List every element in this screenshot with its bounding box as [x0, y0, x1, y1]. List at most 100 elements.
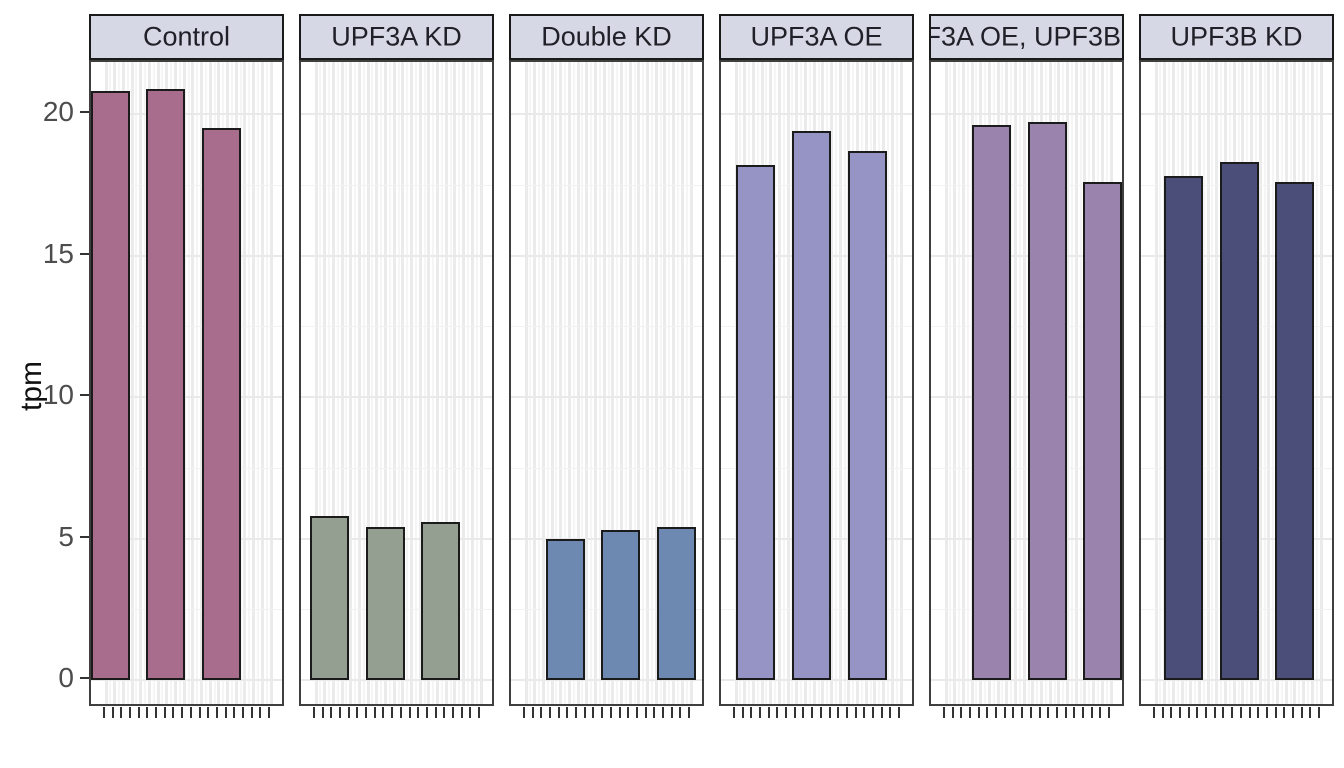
gridline-vertical [383, 62, 387, 704]
x-axis-tick [845, 707, 848, 718]
x-axis-tick [425, 707, 428, 718]
x-axis-tick [103, 707, 105, 718]
x-axis-tick [417, 707, 420, 718]
x-axis-tick [592, 707, 595, 718]
facet-strip: Control [89, 14, 284, 60]
x-axis-tick [1055, 707, 1058, 718]
x-axis-tick [1047, 707, 1050, 718]
gridline-vertical [392, 62, 396, 704]
gridline-vertical-minor [564, 62, 567, 704]
gridline-horizontal-minor [301, 326, 492, 328]
gridline-horizontal [931, 537, 1122, 540]
gridline-vertical [260, 62, 264, 704]
gridline-vertical-minor [388, 62, 391, 704]
gridline-horizontal [91, 679, 282, 681]
gridline-horizontal [511, 396, 702, 398]
gridline-horizontal [511, 113, 702, 115]
x-axis-tick [373, 707, 376, 718]
gridline-vertical [593, 62, 597, 704]
x-axis-tick [1170, 707, 1173, 718]
gridline-vertical [899, 62, 903, 704]
x-axis-tick [969, 707, 972, 718]
gridline-vertical [830, 62, 834, 704]
x-axis-tick [321, 707, 324, 718]
x-axis-tick [653, 707, 656, 718]
facet-panel [1139, 60, 1334, 706]
gridline-vertical [200, 62, 204, 704]
x-axis-tick [365, 707, 368, 718]
gridline-vertical [444, 62, 448, 704]
x-axis-tick [408, 707, 411, 718]
gridline-vertical-minor [1263, 62, 1266, 704]
x-axis-tick [793, 707, 796, 718]
x-axis-tick [863, 707, 866, 718]
gridline-vertical-minor [265, 62, 268, 704]
x-axis-tick [1231, 707, 1234, 718]
x-axis-tick [1318, 707, 1320, 718]
y-axis-tick [80, 535, 89, 538]
x-axis-tick [120, 707, 123, 718]
facet-strip-label: UPF3B KD [1170, 21, 1303, 52]
gridline-vertical-minor [144, 62, 147, 704]
gridline-vertical [191, 62, 195, 704]
gridline-horizontal-minor [931, 467, 1122, 469]
facet-panel [719, 60, 914, 706]
gridline-horizontal [511, 679, 702, 681]
gridline-vertical-minor [440, 62, 443, 704]
gridline-vertical-minor [581, 62, 584, 704]
gridline-vertical-minor [1202, 62, 1205, 704]
gridline-vertical [139, 62, 143, 704]
gridline-vertical [1267, 62, 1271, 704]
facet-panel [929, 60, 1124, 706]
gridline-vertical [340, 62, 344, 704]
gridline-vertical [944, 62, 948, 704]
x-axis-tick [679, 707, 682, 718]
x-axis-tick [224, 707, 227, 718]
y-axis-tick [80, 111, 89, 113]
x-axis-tick [1309, 707, 1312, 718]
x-axis-tick [478, 707, 480, 718]
x-axis-tick [1222, 707, 1225, 718]
gridline-vertical-minor [624, 62, 627, 704]
gridline-vertical [1066, 62, 1070, 704]
bar [1164, 176, 1203, 680]
x-axis-tick [1038, 707, 1041, 718]
x-axis-tick [356, 707, 359, 718]
gridline-vertical-minor [345, 62, 348, 704]
x-axis-tick [1291, 707, 1294, 718]
x-axis-tick [644, 707, 647, 718]
gridline-vertical-minor [782, 62, 785, 704]
x-axis-tick [1187, 707, 1190, 718]
gridline-vertical-minor [966, 62, 969, 704]
gridline-vertical [838, 62, 842, 704]
gridline-vertical-minor [1272, 62, 1275, 704]
x-axis-tick [181, 707, 184, 718]
gridline-vertical [479, 62, 483, 704]
gridline-vertical-minor [1159, 62, 1162, 704]
gridline-horizontal [91, 254, 282, 257]
x-axis-tick [1021, 707, 1024, 718]
x-axis-tick [1257, 707, 1260, 718]
y-axis-tick-label: 5 [58, 520, 74, 552]
gridline-horizontal [91, 537, 282, 540]
x-axis-tick [819, 707, 822, 718]
x-axis-tick [785, 707, 788, 718]
facet-strip-label: Double KD [541, 21, 672, 52]
x-axis-tick [241, 707, 244, 718]
gridline-vertical-minor [958, 62, 961, 704]
gridline-vertical-minor [458, 62, 461, 704]
gridline-vertical-minor [397, 62, 400, 704]
bar [657, 527, 696, 680]
gridline-vertical [541, 62, 545, 704]
x-axis-tick [399, 707, 402, 718]
x-axis-tick [557, 707, 560, 718]
x-axis-tick [627, 707, 630, 718]
gridline-vertical-minor [538, 62, 541, 704]
x-axis-tick [163, 707, 166, 718]
y-axis-tick-label: 20 [42, 96, 74, 127]
gridline-vertical-minor [529, 62, 532, 704]
x-axis-tick [767, 707, 770, 718]
bar [972, 125, 1011, 680]
x-axis-tick [1153, 707, 1155, 718]
gridline-vertical [663, 62, 667, 704]
